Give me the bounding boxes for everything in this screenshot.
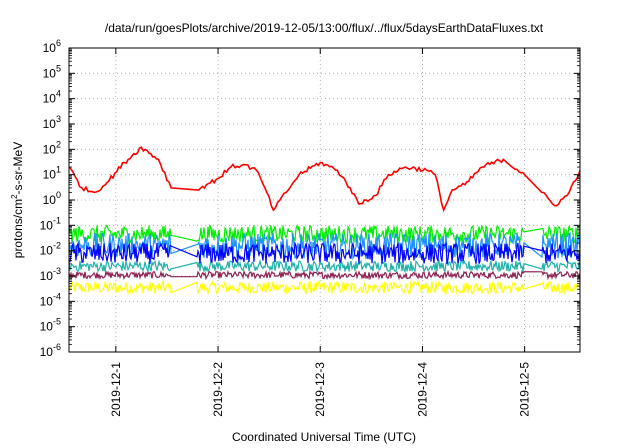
x-axis-label: Coordinated Universal Time (UTC): [232, 430, 416, 444]
x-axis: 2019-12-1 2019-12-2 2019-12-3 2019-12-4 2019…: [109, 48, 532, 417]
x-tick-label: 2019-12-3: [313, 362, 327, 417]
y-tick-label: 106: [43, 38, 61, 55]
x-tick-label: 2019-12-1: [109, 362, 123, 417]
y-tick-label: 103: [43, 114, 61, 131]
y-axis-label-post: -s-sr-MeV: [11, 142, 25, 195]
grid: [69, 48, 580, 352]
y-tick-label: 102: [43, 139, 61, 156]
series-line: [69, 258, 580, 274]
y-tick-label: 10-5: [40, 317, 61, 334]
y-tick-label: 104: [43, 89, 61, 106]
y-tick-label: 10-1: [40, 215, 61, 232]
series-line: [69, 223, 580, 246]
y-tick-label: 105: [43, 63, 61, 80]
y-axis-label-pre: protons/cm: [11, 199, 25, 258]
y-axis: 10-6 10-5 10-4 10-3 10-2 10-1 100 101 102 103 104 1…: [40, 38, 580, 359]
y-axis-label-sup: 2: [10, 194, 19, 199]
y-axis-label: protons/cm2-s-sr-MeV: [10, 142, 25, 258]
series-line: [69, 279, 580, 296]
y-tick-label: 10-4: [40, 291, 61, 308]
series-line: [69, 241, 580, 264]
series-group: [69, 146, 580, 296]
series-line: [69, 269, 580, 281]
y-tick-label: 10-6: [40, 342, 61, 359]
x-tick-label: 2019-12-5: [518, 362, 532, 417]
series-line: [69, 146, 580, 213]
y-tick-label: 100: [43, 190, 61, 207]
x-tick-label: 2019-12-4: [415, 362, 429, 417]
x-tick-label: 2019-12-2: [211, 362, 225, 417]
y-tick-label: 10-2: [40, 241, 61, 258]
y-tick-label: 10-3: [40, 266, 61, 283]
y-tick-label: 101: [43, 165, 61, 182]
chart-title: /data/run/goesPlots/archive/2019-12-05/1…: [105, 21, 544, 35]
